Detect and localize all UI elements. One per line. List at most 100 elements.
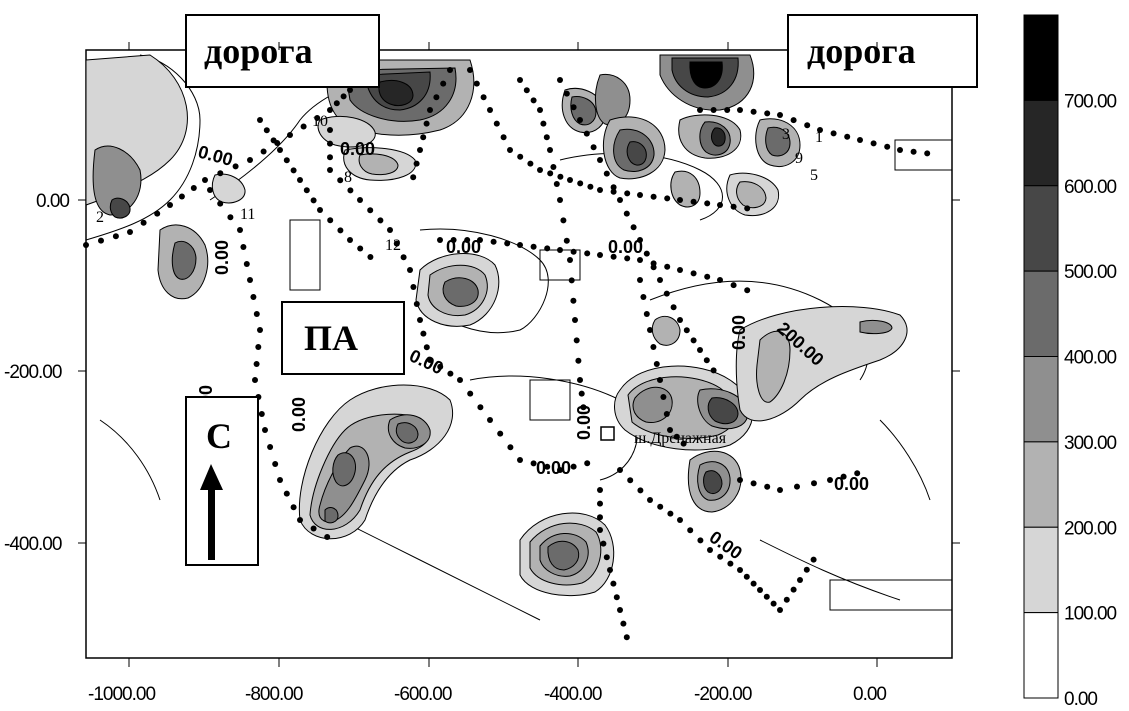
measurement-point: [577, 377, 583, 383]
measurement-point: [327, 217, 334, 224]
measurement-point: [270, 137, 277, 144]
measurement-point: [83, 242, 89, 248]
y-tick-label: -400.00: [4, 534, 62, 555]
measurement-point: [623, 634, 630, 641]
measurement-point: [717, 202, 723, 208]
measurement-point: [477, 404, 484, 411]
measurement-point: [333, 100, 340, 107]
measurement-point: [252, 377, 258, 383]
measurement-point: [750, 580, 757, 587]
x-tick-label: -400.00: [544, 684, 602, 705]
legend-level-label: 400.00: [1064, 348, 1117, 369]
measurement-point: [347, 237, 353, 243]
measurement-point: [447, 67, 453, 73]
measurement-point: [730, 203, 737, 210]
measurement-point: [704, 200, 711, 207]
measurement-point: [517, 77, 523, 83]
measurement-point: [727, 560, 734, 567]
point-number: 11: [240, 206, 255, 223]
measurement-point: [420, 330, 427, 337]
legend-swatch: [1023, 14, 1059, 101]
measurement-point: [854, 470, 861, 477]
measurement-point: [750, 108, 757, 115]
measurement-point: [690, 270, 697, 277]
shaft-marker-icon: [600, 426, 615, 441]
measurement-point: [910, 148, 917, 155]
measurement-point: [637, 192, 643, 198]
measurement-point: [327, 127, 333, 133]
arrow-shaft-icon: [208, 484, 215, 560]
measurement-point: [673, 433, 680, 440]
measurement-point: [337, 227, 344, 234]
measurement-point: [804, 122, 811, 129]
measurement-point: [557, 247, 563, 253]
measurement-point: [597, 252, 603, 258]
measurement-point: [777, 487, 783, 493]
north-label: С: [206, 416, 232, 456]
measurement-point: [924, 150, 931, 157]
measurement-point: [677, 197, 683, 203]
legend-level-label: 700.00: [1064, 91, 1117, 112]
measurement-point: [690, 198, 697, 205]
measurement-point: [578, 390, 585, 397]
measurement-point: [764, 483, 771, 490]
measurement-point: [464, 237, 471, 243]
point-number: 2: [96, 209, 104, 226]
legend-level-label: 500.00: [1064, 262, 1117, 283]
measurement-point: [277, 147, 283, 153]
measurement-point: [797, 577, 803, 583]
measurement-point: [543, 134, 550, 141]
measurement-point: [600, 540, 607, 547]
measurement-point: [530, 460, 537, 467]
measurement-point: [597, 187, 603, 193]
measurement-point: [527, 160, 534, 167]
measurement-point: [530, 97, 537, 104]
measurement-point: [467, 67, 473, 73]
measurement-point: [303, 187, 310, 194]
measurement-point: [240, 244, 247, 250]
measurement-point: [637, 277, 643, 283]
measurement-point: [500, 134, 507, 141]
measurement-point: [624, 255, 631, 262]
measurement-point: [190, 185, 197, 191]
measurement-point: [497, 430, 504, 437]
measurement-point: [764, 110, 771, 117]
measurement-point: [613, 594, 620, 601]
measurement-point: [610, 184, 617, 191]
measurement-point: [255, 344, 262, 350]
measurement-point: [610, 580, 617, 587]
measurement-point: [258, 411, 265, 417]
measurement-point: [407, 267, 413, 273]
measurement-point: [357, 245, 364, 252]
measurement-point: [667, 510, 674, 517]
measurement-point: [507, 147, 513, 153]
x-tick-label: -800.00: [245, 684, 303, 705]
measurement-point: [253, 311, 260, 317]
measurement-point: [570, 297, 577, 304]
measurement-point: [337, 177, 344, 184]
measurement-point: [757, 587, 763, 593]
measurement-point: [597, 514, 603, 521]
measurement-point: [857, 137, 863, 143]
measurement-point: [450, 237, 457, 243]
y-axis: 0.00 -200.00 -400.00: [4, 191, 960, 555]
measurement-point: [650, 344, 657, 350]
legend-swatch: [1023, 356, 1059, 443]
measurement-point: [557, 467, 563, 473]
measurement-point: [697, 537, 704, 544]
measurement-point: [717, 277, 723, 283]
measurement-point: [710, 367, 717, 374]
measurement-point: [447, 370, 454, 377]
measurement-point: [584, 250, 591, 257]
measurement-point: [127, 229, 133, 235]
measurement-point: [590, 144, 597, 151]
measurement-point: [583, 130, 590, 137]
measurement-point: [810, 556, 817, 563]
point-number: 5: [810, 167, 818, 184]
measurement-point: [300, 123, 307, 130]
measurement-point: [267, 444, 274, 450]
measurement-point: [98, 237, 104, 244]
measurement-point: [817, 127, 823, 133]
measurement-point: [237, 227, 243, 233]
measurement-point: [637, 257, 643, 263]
